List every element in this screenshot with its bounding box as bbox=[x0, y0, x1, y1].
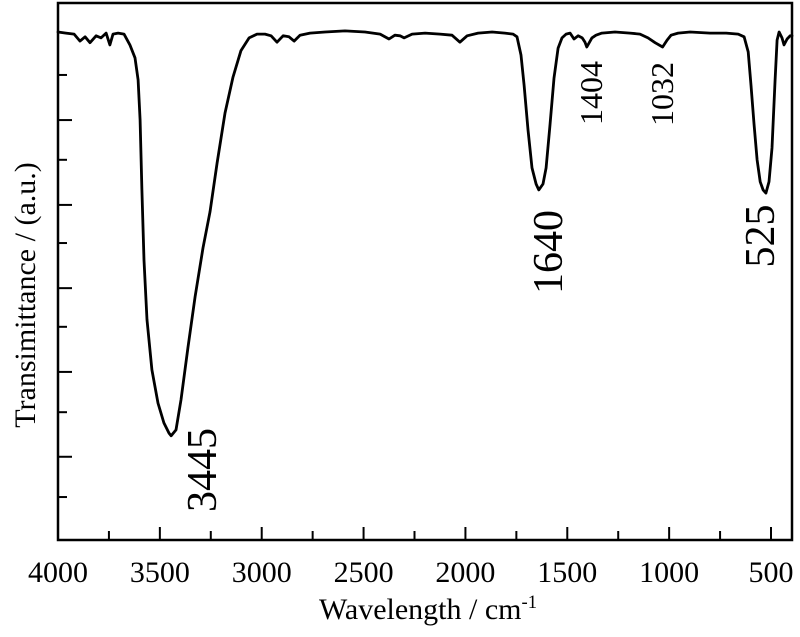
x-axis-title: Wavelength / cm-1 bbox=[318, 592, 538, 626]
peak-label-525: 525 bbox=[738, 204, 784, 268]
plot-frame bbox=[56, 1, 794, 542]
peak-label-1404: 1404 bbox=[573, 61, 609, 125]
x-tick-label: 3500 bbox=[130, 556, 190, 589]
x-tick-label: 3000 bbox=[232, 556, 292, 589]
x-tick-label: 2000 bbox=[435, 556, 495, 589]
x-tick-label: 2500 bbox=[334, 556, 394, 589]
y-axis-title: Transimittance / (a.u.) bbox=[9, 162, 42, 428]
x-axis-title-superscript: -1 bbox=[521, 592, 538, 613]
spectrum-curve bbox=[56, 29, 794, 438]
peak-label-1640: 1640 bbox=[526, 210, 572, 294]
peak-label-1032: 1032 bbox=[644, 62, 680, 126]
x-tick-label: 4000 bbox=[28, 556, 88, 589]
x-tick-label: 1500 bbox=[537, 556, 597, 589]
x-tick-label: 500 bbox=[749, 556, 794, 589]
peak-label-3445: 3445 bbox=[180, 428, 226, 512]
x-tick-label: 1000 bbox=[639, 556, 699, 589]
x-axis-title-text: Wavelength / cm bbox=[318, 593, 522, 626]
